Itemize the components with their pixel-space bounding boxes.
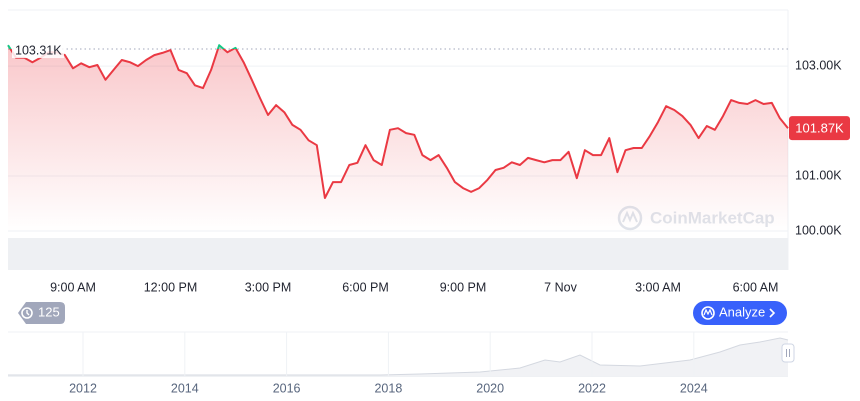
- navigator-label: 2018: [374, 381, 402, 395]
- analyze-button[interactable]: Analyze: [693, 301, 787, 325]
- navigator-handle[interactable]: [781, 343, 795, 363]
- y-tick-label: 101.00K: [795, 168, 842, 182]
- navigator-label: 2024: [680, 381, 708, 395]
- y-tick-label: 103.00K: [795, 58, 842, 72]
- x-tick-label: 3:00 PM: [245, 280, 292, 294]
- price-line: [7, 44, 789, 199]
- x-tick-label: 3:00 AM: [635, 280, 681, 294]
- watermark: CoinMarketCap: [617, 205, 775, 231]
- x-tick-label: 7 Nov: [544, 280, 577, 294]
- x-tick-label: 6:00 PM: [342, 280, 389, 294]
- x-tick-label: 6:00 AM: [733, 280, 779, 294]
- x-tick-label: 9:00 PM: [440, 280, 487, 294]
- navigator-label: 2016: [273, 381, 301, 395]
- history-count: 125: [38, 304, 60, 319]
- open-label: 103.31K: [15, 43, 62, 57]
- navigator: 2012 2014 2016 2018 2020 2022 2024: [8, 331, 795, 395]
- y-tick-label: 100.00K: [795, 223, 842, 237]
- navigator-label: 2012: [69, 381, 97, 395]
- analyze-label: Analyze: [719, 304, 765, 319]
- volume-band: [8, 238, 788, 270]
- current-price-badge: [789, 116, 850, 141]
- x-tick-label: 12:00 PM: [144, 280, 198, 294]
- navigator-label: 2022: [578, 381, 606, 395]
- area-fill: [8, 45, 788, 233]
- open-label-bg: [12, 40, 64, 59]
- navigator-label: 2014: [171, 381, 199, 395]
- navigator-label: 2020: [476, 381, 504, 395]
- x-tick-label: 9:00 AM: [50, 280, 96, 294]
- current-price-label: 101.87K: [795, 121, 844, 136]
- watermark-text: CoinMarketCap: [650, 208, 775, 227]
- history-badge[interactable]: 125: [18, 302, 65, 324]
